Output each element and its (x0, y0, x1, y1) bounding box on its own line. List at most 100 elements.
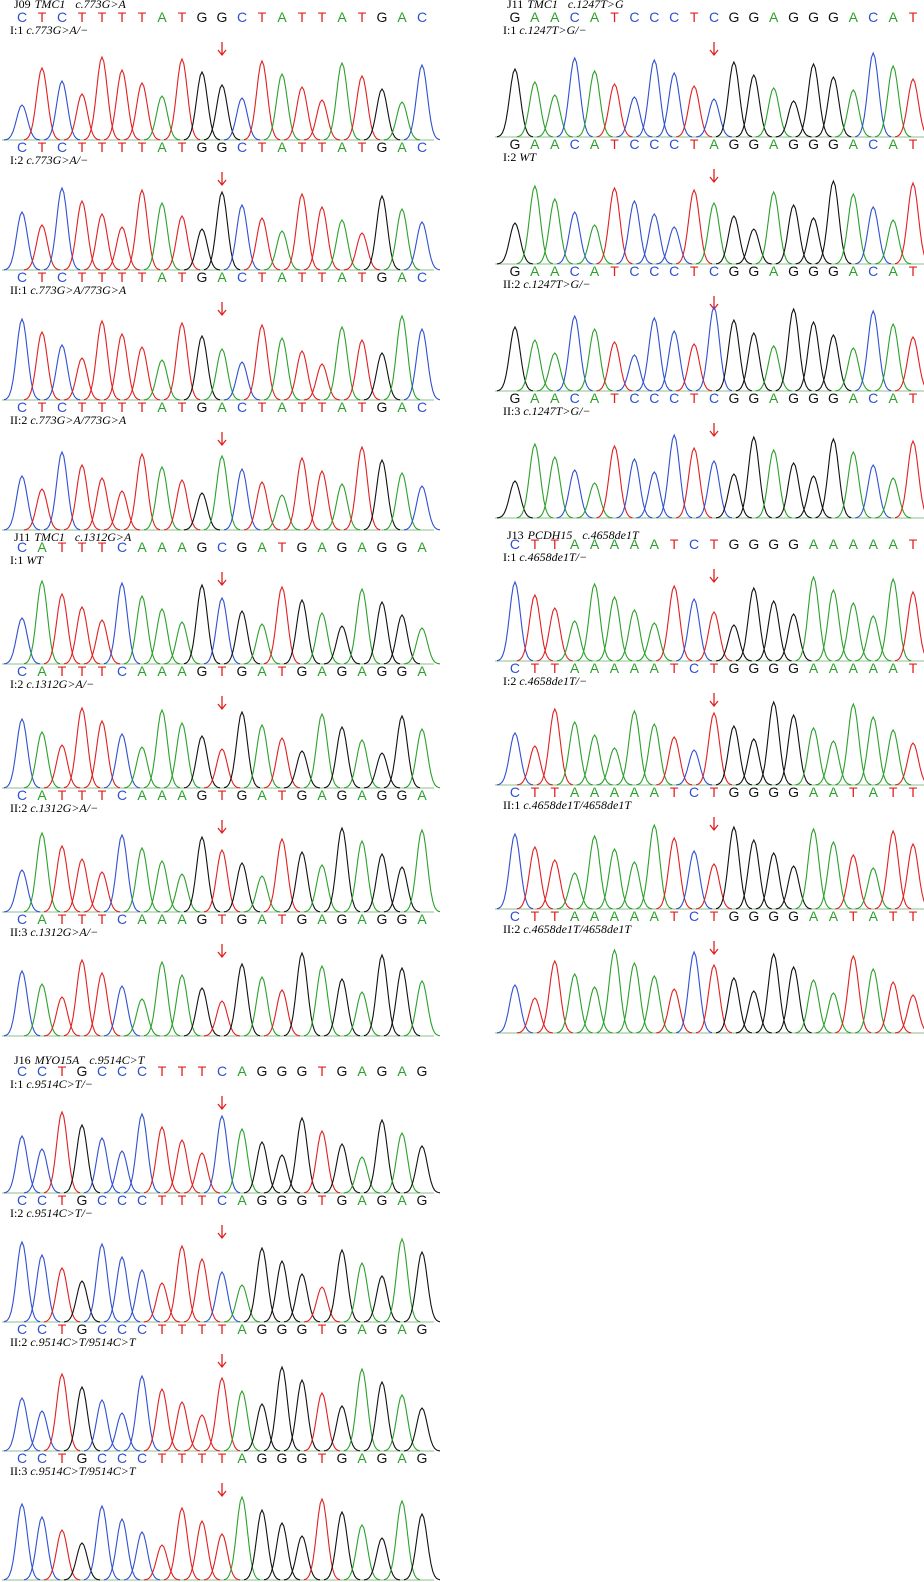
peak (64, 708, 100, 788)
base: C (868, 9, 878, 25)
sample: I:2 (10, 1206, 23, 1220)
base: T (909, 390, 918, 406)
base: T (298, 9, 307, 25)
peak (776, 309, 812, 391)
base: G (297, 539, 308, 555)
peak (756, 702, 792, 785)
peak (264, 587, 300, 664)
peak (284, 1118, 320, 1193)
base: T (690, 136, 699, 152)
peak (124, 454, 160, 530)
base: T (98, 539, 107, 555)
base: T (198, 1450, 207, 1466)
genotype: c.1312G>A/− (30, 925, 98, 939)
peak (537, 961, 573, 1033)
peak (696, 307, 732, 391)
peak (284, 194, 320, 270)
base: C (117, 663, 127, 679)
base: G (197, 399, 208, 415)
peak (736, 437, 772, 518)
base: A (849, 390, 859, 406)
peak (497, 69, 533, 137)
base: T (98, 663, 107, 679)
base: T (670, 536, 679, 552)
base: G (728, 660, 739, 676)
peak (855, 53, 891, 137)
base: C (629, 9, 639, 25)
peak (124, 1376, 160, 1451)
base: G (808, 390, 819, 406)
sample-label: I:1c.773G>A/− (10, 23, 88, 37)
peak (835, 704, 871, 785)
base: G (197, 539, 208, 555)
base: G (297, 663, 308, 679)
base: G (397, 787, 408, 803)
base: C (137, 1321, 147, 1337)
sample-label: I:2c.1312G>A/− (10, 677, 94, 691)
base: T (710, 908, 719, 924)
base: A (630, 660, 640, 676)
variant-arrow (218, 1483, 226, 1496)
base: T (889, 908, 898, 924)
peak (597, 188, 633, 264)
genotype: c.9514C>T/9514C>T (30, 1335, 137, 1349)
base: A (829, 784, 839, 800)
base: A (277, 269, 287, 285)
base: T (178, 139, 187, 155)
base: A (417, 539, 427, 555)
base: T (670, 660, 679, 676)
base: A (809, 908, 819, 924)
base: G (377, 399, 388, 415)
peak (84, 321, 120, 400)
base: A (769, 9, 779, 25)
peak (676, 952, 712, 1033)
sample: II:3 (10, 1464, 27, 1478)
base: G (277, 1192, 288, 1208)
base: A (357, 911, 367, 927)
base: G (728, 9, 739, 25)
base: T (118, 139, 127, 155)
base: T (710, 784, 719, 800)
peak (404, 830, 440, 912)
base: T (909, 536, 918, 552)
peak (557, 316, 593, 391)
base: T (670, 908, 679, 924)
variant-arrow (710, 169, 718, 182)
base: T (218, 787, 227, 803)
base: G (377, 1321, 388, 1337)
peak (244, 1248, 280, 1322)
base: G (748, 536, 759, 552)
sample: II:2 (503, 922, 520, 936)
base: C (97, 1192, 107, 1208)
base: G (728, 136, 739, 152)
base: A (610, 660, 620, 676)
base: A (888, 660, 898, 676)
base: A (417, 911, 427, 927)
base: A (650, 784, 660, 800)
base: G (788, 263, 799, 279)
base: C (117, 539, 127, 555)
base: A (650, 660, 660, 676)
variant-arrow (710, 693, 718, 706)
peak (716, 62, 752, 137)
base: A (417, 663, 427, 679)
base: A (277, 9, 287, 25)
base: T (690, 9, 699, 25)
base: T (849, 908, 858, 924)
base: G (297, 911, 308, 927)
genotype: c.1247T>G/− (523, 277, 590, 291)
base: T (98, 911, 107, 927)
sample-label: I:2c.4658de1T/− (503, 674, 587, 688)
base: G (257, 1321, 268, 1337)
genotype: c.1312G>A/− (26, 677, 94, 691)
base: T (178, 1192, 187, 1208)
peak (204, 1116, 240, 1193)
peak (104, 583, 140, 664)
base: C (689, 536, 699, 552)
base: A (237, 1321, 247, 1337)
base: G (768, 784, 779, 800)
base: T (138, 269, 147, 285)
variant-arrow (218, 1354, 226, 1367)
base: A (869, 908, 879, 924)
base: T (158, 1450, 167, 1466)
